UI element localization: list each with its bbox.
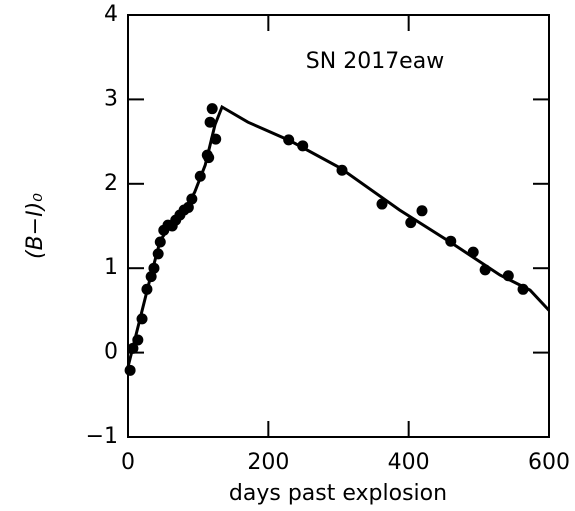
data-point bbox=[124, 364, 136, 376]
data-point bbox=[467, 246, 479, 258]
chart-title: SN 2017eaw bbox=[306, 49, 444, 74]
data-point bbox=[127, 342, 139, 354]
data-point bbox=[136, 313, 148, 325]
data-point bbox=[152, 248, 164, 260]
x-tick-label: 600 bbox=[528, 450, 570, 475]
x-axis-label: days past explosion bbox=[229, 481, 447, 506]
x-tick-label: 0 bbox=[121, 450, 135, 475]
y-axis-label: (B−I)₀ bbox=[23, 193, 48, 259]
data-point bbox=[502, 270, 514, 282]
data-point bbox=[336, 164, 348, 176]
y-tick-label: 3 bbox=[104, 86, 118, 111]
data-point bbox=[194, 170, 206, 182]
data-point bbox=[204, 116, 216, 128]
x-tick-label: 400 bbox=[388, 450, 430, 475]
x-tick-label: 200 bbox=[247, 450, 289, 475]
data-point bbox=[186, 193, 198, 205]
data-point bbox=[182, 201, 194, 213]
data-point bbox=[405, 217, 417, 229]
data-point bbox=[145, 271, 157, 283]
data-point bbox=[283, 134, 295, 146]
plot-frame bbox=[127, 14, 550, 438]
data-point bbox=[517, 283, 529, 295]
y-tick-label: 2 bbox=[104, 171, 118, 196]
data-point bbox=[154, 236, 166, 248]
data-point bbox=[479, 264, 491, 276]
data-point bbox=[445, 235, 457, 247]
fit-line bbox=[126, 104, 551, 368]
y-tick-label: 1 bbox=[104, 255, 118, 280]
data-point bbox=[206, 103, 218, 115]
y-tick-label: −1 bbox=[86, 424, 118, 449]
data-point bbox=[132, 334, 144, 346]
data-point bbox=[297, 140, 309, 152]
data-point bbox=[141, 283, 153, 295]
y-tick-label: 0 bbox=[104, 340, 118, 365]
data-point bbox=[148, 262, 160, 274]
data-point bbox=[203, 152, 215, 164]
data-point bbox=[210, 133, 222, 145]
data-point bbox=[416, 205, 428, 217]
y-tick-label: 4 bbox=[104, 2, 118, 27]
data-point bbox=[376, 198, 388, 210]
